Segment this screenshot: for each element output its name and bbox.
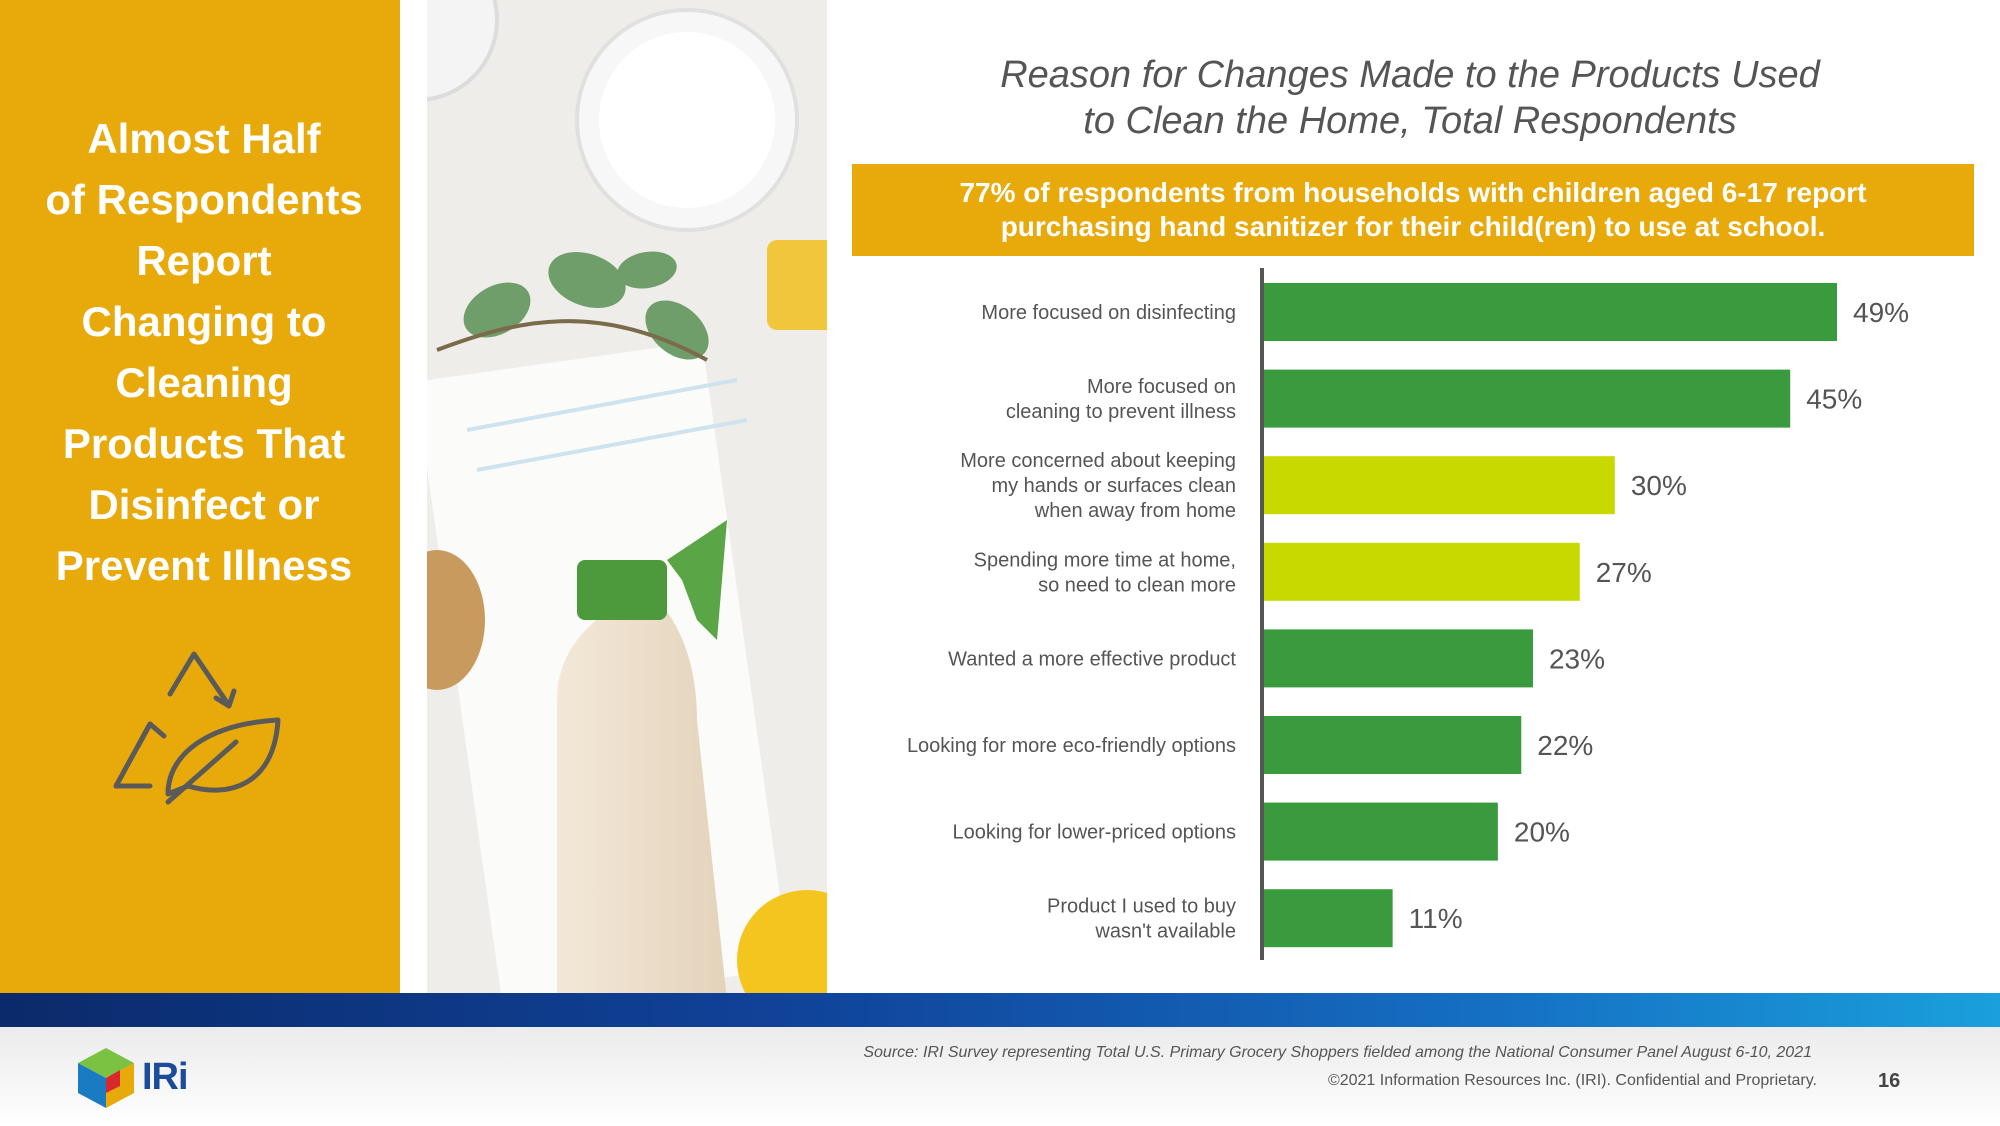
category-label-7: Looking for lower-priced options — [953, 822, 1237, 844]
bar-3 — [1264, 456, 1615, 515]
chart-value-labels: 49% 45% 30% 27% 23% 22% 20% 11% — [1409, 297, 1909, 934]
bar-8 — [1264, 889, 1393, 948]
value-label-4: 27% — [1596, 557, 1652, 588]
bar-6 — [1264, 716, 1522, 774]
headline: Almost Half of Respondents Report Changi… — [45, 115, 363, 589]
category-label-8: Product I used to buy wasn't available — [1047, 896, 1236, 943]
iri-cube-logo-icon — [78, 1048, 134, 1108]
cleaning-products-photo — [427, 0, 827, 993]
photo-illustration — [427, 0, 827, 993]
left-panel: Almost Half of Respondents Report Changi… — [0, 0, 400, 993]
value-label-7: 20% — [1514, 817, 1570, 848]
bar-7 — [1264, 802, 1498, 861]
value-label-8: 11% — [1409, 903, 1463, 934]
value-label-5: 23% — [1549, 643, 1605, 674]
value-label-1: 49% — [1853, 297, 1909, 328]
copyright-note: ©2021 Information Resources Inc. (IRI). … — [1327, 1072, 1817, 1089]
category-label-4: Spending more time at home, so need to cl… — [974, 549, 1236, 596]
category-label-5: Wanted a more effective product — [948, 648, 1236, 670]
chart-bars — [1264, 283, 1837, 948]
recycle-leaf-icon — [113, 651, 281, 805]
value-label-6: 22% — [1537, 730, 1593, 761]
page-number: 16 — [1878, 1070, 1901, 1092]
bar-4 — [1264, 542, 1580, 601]
source-note: Source: IRI Survey representing Total U.… — [863, 1044, 1812, 1061]
logo-text: IRi — [142, 1056, 189, 1098]
footer — [0, 1027, 2000, 1126]
category-label-1: More focused on disinfecting — [981, 302, 1236, 324]
chart-category-labels: More focused on disinfecting More focused… — [907, 302, 1236, 943]
chart-title: Reason for Changes Made to the Products … — [1000, 54, 1820, 142]
category-label-3: More concerned about keeping my hands or … — [960, 450, 1236, 522]
callout-banner: 77% of respondents from households with … — [852, 164, 1974, 256]
category-label-6: Looking for more eco-friendly options — [907, 735, 1236, 757]
bar-1 — [1264, 283, 1837, 341]
category-label-2: More focused on cleaning to prevent illne… — [1006, 376, 1236, 423]
bar-2 — [1264, 369, 1791, 428]
value-label-2: 45% — [1806, 384, 1862, 415]
value-label-3: 30% — [1631, 470, 1687, 501]
bar-5 — [1264, 629, 1533, 688]
footer-band — [0, 993, 2000, 1027]
